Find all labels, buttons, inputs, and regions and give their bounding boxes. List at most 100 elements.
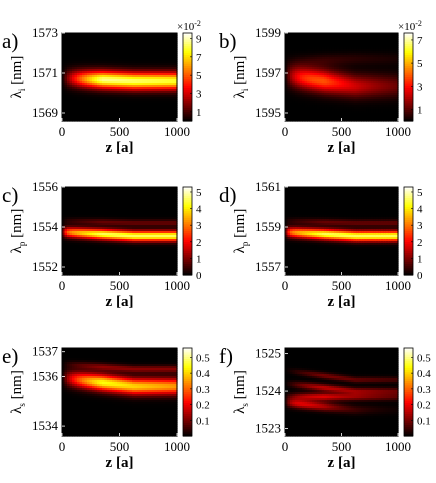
heatmap-cell [159,47,163,50]
heatmap-cell [167,111,171,114]
heatmap-cell [102,93,106,96]
heatmap-cell [339,83,343,86]
heatmap-cell [69,59,73,62]
heatmap-cell [324,37,328,40]
heatmap-cell [319,53,323,56]
heatmap-cell [341,39,345,42]
heatmap-cell [307,69,311,72]
heatmap-cell [351,39,355,42]
heatmap-cell [157,107,161,110]
heatmap-cell [109,47,113,50]
heatmap-cell [351,75,355,78]
heatmap-cell [147,79,151,82]
heatmap-cell [134,67,138,70]
heatmap-cell [331,81,335,84]
heatmap-cell [112,85,116,88]
heatmap-cell [326,85,330,88]
heatmap-cell [287,49,291,52]
heatmap-cell [316,109,320,112]
heatmap-cell [149,33,153,36]
heatmap-cell [114,97,118,100]
heatmap-cell [348,115,352,118]
heatmap-cell [92,47,96,50]
heatmap-cell [119,75,123,78]
colorbar-step [183,50,192,54]
heatmap-cell [341,97,345,100]
heatmap-cell [79,39,83,42]
heatmap-cell [351,115,355,118]
heatmap-cell [124,55,128,58]
heatmap-cell [134,107,138,110]
heatmap-cell [353,45,357,48]
heatmap-cell [348,103,352,106]
heatmap-cell [159,75,163,78]
heatmap-cell [99,91,103,94]
heatmap-cell [348,65,352,68]
colorbar-tick-label: 5 [196,70,202,82]
heatmap-cell [314,71,318,74]
heatmap-cell [114,87,118,90]
heatmap-cell [309,85,313,88]
heatmap-cell [297,115,301,118]
heatmap-cell [307,91,311,94]
heatmap-cell [102,113,106,116]
heatmap-cell [112,67,116,70]
heatmap-cell [314,105,318,108]
heatmap-cell [346,59,350,62]
heatmap-cell [72,33,76,36]
heatmap-cell [152,77,156,80]
heatmap-cell [64,57,68,60]
heatmap-cell [309,101,313,104]
heatmap-cell [292,95,296,98]
heatmap-cell [79,65,83,68]
heatmap-cell [316,103,320,106]
heatmap-cell [102,37,106,40]
heatmap-cell [356,41,360,44]
heatmap-cell [82,69,86,72]
heatmap-cell [307,79,311,82]
heatmap-cell [154,95,158,98]
heatmap-cell [324,59,328,62]
heatmap-cell [294,103,298,106]
heatmap-cell [339,55,343,58]
heatmap-cell [336,63,340,66]
heatmap-cell [341,95,345,98]
heatmap-cell [129,45,133,48]
heatmap-cell [321,85,325,88]
heatmap-cell [102,117,106,120]
heatmap-cell [72,51,76,54]
heatmap-cell [289,101,293,104]
heatmap-cell [159,117,163,120]
heatmap-cell [172,59,176,62]
heatmap-cell [287,111,291,114]
heatmap-cell [297,95,301,98]
heatmap-cell [142,65,146,68]
heatmap-cell [331,65,335,68]
heatmap-cell [169,33,173,36]
heatmap-cell [289,119,293,122]
heatmap-cell [294,33,298,36]
heatmap-cell [169,77,173,80]
heatmap-cell [294,43,298,46]
heatmap-cell [99,89,103,92]
heatmap-cell [112,79,116,82]
heatmap-cell [79,61,83,64]
heatmap-cell [326,37,330,40]
heatmap-cell [319,41,323,44]
heatmap-cell [159,33,163,36]
heatmap-cell [312,51,316,54]
heatmap-cell [326,39,330,42]
heatmap-cell [169,37,173,40]
heatmap-cell [144,93,148,96]
heatmap-cell [304,109,308,112]
heatmap-cell [149,69,153,72]
heatmap-cell [99,37,103,40]
heatmap-cell [334,45,338,48]
heatmap-cell [351,51,355,54]
heatmap-cell [343,83,348,86]
heatmap-cell [134,71,138,74]
heatmap-cell [329,99,333,102]
heatmap-cell [294,69,298,72]
heatmap-cell [289,69,293,72]
heatmap-cell [137,79,141,82]
